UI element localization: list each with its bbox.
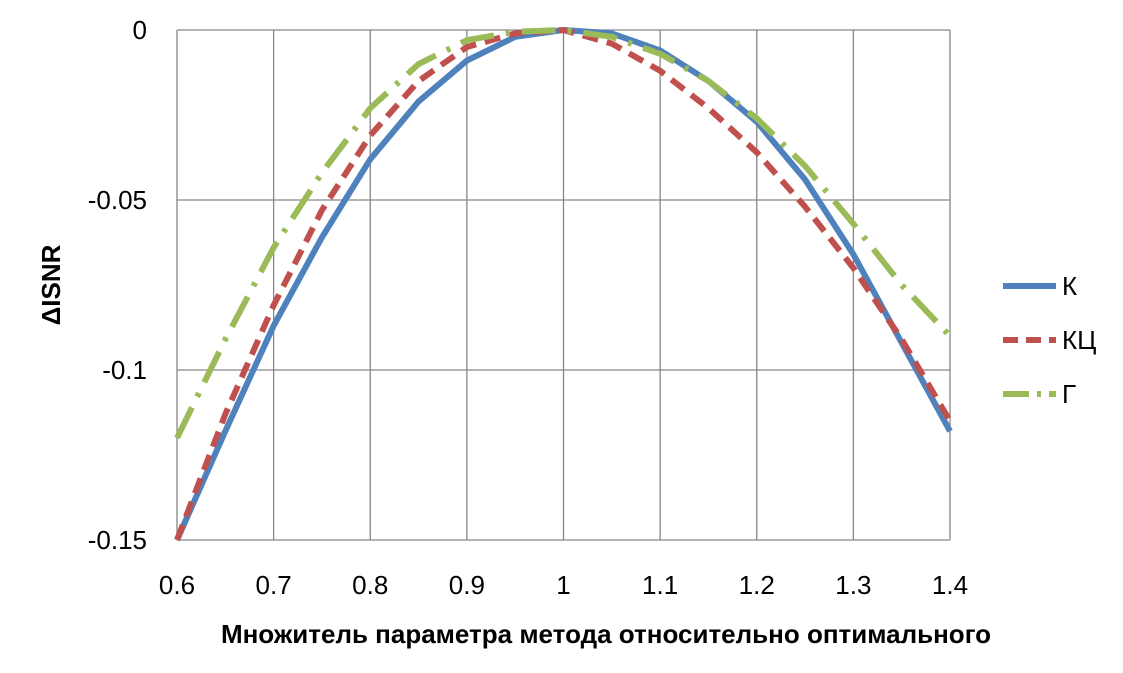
x-tick-label: 0.8 [352,570,388,600]
legend-label: КЦ [1062,325,1096,355]
x-tick-label: 1 [556,570,570,600]
x-tick-label: 1.4 [932,570,968,600]
y-tick-label: -0.05 [88,185,147,215]
x-tick-label: 1.1 [642,570,678,600]
y-tick-labels: 0 -0.05 -0.1 -0.15 [88,15,147,555]
x-tick-label: 0.9 [449,570,485,600]
x-tick-label: 0.7 [256,570,292,600]
legend: К КЦ Г [1003,271,1096,409]
y-axis-label: ΔISNR [36,244,66,325]
x-tick-labels: 0.6 0.7 0.8 0.9 1 1.1 1.2 1.3 1.4 [159,570,968,600]
x-axis-label: Множитель параметра метода относительно … [221,619,991,649]
y-tick-label: -0.15 [88,525,147,555]
legend-label: К [1062,271,1077,301]
x-tick-label: 1.2 [739,570,775,600]
series-lines [174,27,953,542]
y-tick-label: 0 [133,15,147,45]
series-line-3 [174,27,953,440]
legend-label: Г [1062,379,1076,409]
series-line-2 [174,27,953,542]
x-tick-label: 0.6 [159,570,195,600]
y-tick-label: -0.1 [102,355,147,385]
x-tick-label: 1.3 [835,570,871,600]
